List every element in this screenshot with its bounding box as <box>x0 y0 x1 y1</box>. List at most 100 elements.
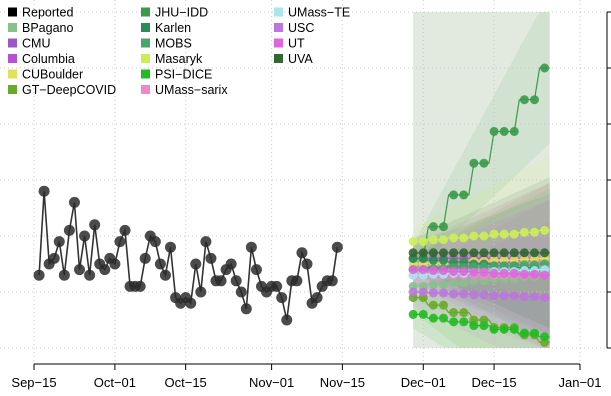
forecast-point <box>509 126 519 136</box>
forecast-point <box>439 248 448 258</box>
forecast-point <box>428 280 438 290</box>
legend-swatch <box>8 38 17 48</box>
forecast-point <box>530 95 539 105</box>
observed-point <box>53 236 65 248</box>
legend-item: MOBS <box>141 37 192 51</box>
observed-point <box>33 269 45 281</box>
forecast-point <box>408 287 418 297</box>
observed-point <box>149 236 161 248</box>
forecast-point <box>459 248 469 258</box>
forecast-point <box>428 300 438 310</box>
observed-point <box>48 252 60 264</box>
legend-swatch <box>274 38 283 48</box>
observed-point <box>159 269 171 281</box>
forecast-point <box>459 278 469 288</box>
observed-point <box>250 264 262 276</box>
forecast-point <box>408 265 418 275</box>
forecast-point <box>519 269 529 279</box>
legend-swatch <box>274 23 283 32</box>
forecast-point <box>499 291 509 301</box>
forecast-line <box>408 265 550 280</box>
forecast-point <box>428 235 438 245</box>
legend-swatch <box>141 85 150 94</box>
forecast-point <box>459 308 469 318</box>
forecast-point <box>459 317 469 327</box>
forecast-point <box>428 248 438 258</box>
forecast-point <box>489 324 499 334</box>
forecast-point <box>449 190 459 200</box>
forecast-point <box>489 291 499 301</box>
observed-point <box>139 252 151 264</box>
forecast-point <box>449 308 459 318</box>
legend-swatch <box>141 54 150 63</box>
forecast-point <box>479 248 489 258</box>
legend-swatch <box>274 54 283 63</box>
legend-swatch <box>8 23 17 32</box>
x-tick-label: Jan−01 <box>558 375 601 390</box>
forecast-point <box>469 267 479 277</box>
observed-point <box>190 258 202 270</box>
forecast-series <box>408 63 550 347</box>
forecast-point <box>469 231 479 241</box>
legend-label: UVA <box>288 52 313 66</box>
legend-label: UMass−TE <box>288 6 350 20</box>
forecast-point <box>408 237 418 247</box>
forecast-point <box>530 227 539 237</box>
forecast-line <box>408 225 550 247</box>
forecast-point <box>449 248 459 258</box>
legend-swatch <box>8 85 17 94</box>
observed-point <box>114 236 126 248</box>
forecast-point <box>418 237 428 247</box>
forecast-point <box>489 248 499 258</box>
forecast-point <box>459 289 469 299</box>
forecast-line <box>408 309 550 342</box>
forecast-point <box>428 313 438 323</box>
forecast-point <box>530 269 539 279</box>
forecast-point <box>469 290 479 300</box>
forecast-point <box>540 225 550 235</box>
observed-point <box>291 275 303 287</box>
forecast-point <box>479 321 489 331</box>
forecast-point <box>540 293 550 303</box>
legend-label: Masaryk <box>155 52 203 66</box>
legend-item: UVA <box>274 52 313 66</box>
forecast-point <box>489 229 499 239</box>
forecast-point <box>449 278 459 288</box>
forecast-point <box>418 248 428 258</box>
forecast-point <box>408 309 418 319</box>
observed-point <box>89 219 101 231</box>
observed-point <box>165 241 176 253</box>
forecast-point <box>449 317 459 327</box>
observed-point <box>230 275 242 287</box>
observed-point <box>38 185 50 197</box>
legend-swatch <box>8 69 17 79</box>
legend-label: BPagano <box>22 21 73 35</box>
observed-point <box>195 286 207 298</box>
legend-item: USC <box>274 21 314 35</box>
forecast-point <box>479 267 489 277</box>
legend-item: Reported <box>8 6 73 20</box>
forecast-point <box>479 290 489 300</box>
legend-item: Karlen <box>141 21 191 35</box>
forecast-point <box>449 266 459 276</box>
forecast-point <box>428 288 438 298</box>
observed-series <box>33 185 343 326</box>
forecast-point <box>439 300 448 310</box>
legend-label: USC <box>288 21 314 35</box>
observed-point <box>296 247 308 259</box>
forecast-line <box>408 248 550 258</box>
forecast-point <box>540 332 550 342</box>
observed-point <box>215 275 227 287</box>
forecast-point <box>519 292 529 302</box>
legend-item: UT <box>274 37 305 51</box>
forecast-point <box>489 126 499 136</box>
uncertainty-band <box>413 12 550 273</box>
legend-label: JHU−IDD <box>155 6 208 20</box>
forecast-point <box>469 158 479 168</box>
legend-item: PSI−DICE <box>141 68 212 82</box>
observed-point <box>63 224 75 236</box>
observed-point <box>119 224 131 236</box>
forecast-point <box>509 324 519 334</box>
legend-label: CMU <box>22 37 50 51</box>
